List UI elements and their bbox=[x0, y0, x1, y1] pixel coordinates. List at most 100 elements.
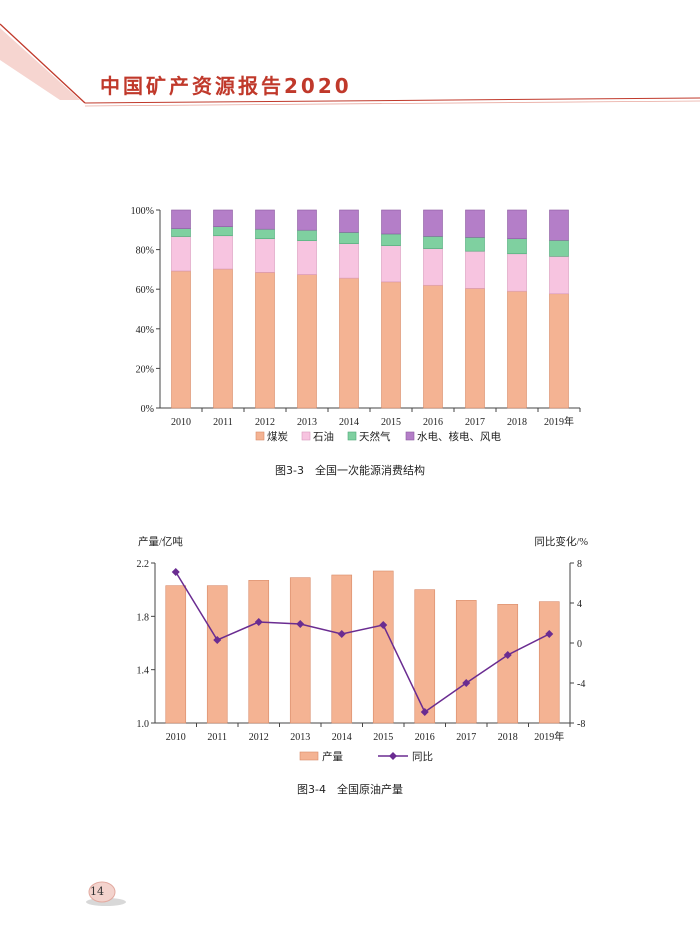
bar-segment-4 bbox=[339, 209, 359, 233]
x-tick-label: 2013 bbox=[290, 732, 310, 743]
bar-segment-2 bbox=[339, 243, 359, 279]
bar-segment-1 bbox=[171, 270, 191, 409]
x-tick-label: 2014 bbox=[339, 417, 359, 428]
production-bar bbox=[165, 585, 187, 724]
y-tick-label: 0% bbox=[141, 404, 154, 415]
legend-swatch bbox=[347, 431, 357, 441]
bar-segment-1 bbox=[549, 293, 569, 409]
production-bar bbox=[372, 570, 394, 724]
production-bar bbox=[538, 601, 560, 724]
bar-segment-2 bbox=[171, 236, 191, 272]
yoy-point bbox=[337, 630, 346, 638]
production-bar bbox=[455, 600, 477, 724]
legend-label: 同比 bbox=[412, 750, 433, 763]
y-tick-label: 1.4 bbox=[137, 666, 150, 677]
bar-segment-3 bbox=[423, 236, 443, 249]
bar-segment-4 bbox=[297, 209, 317, 231]
bar-segment-3 bbox=[297, 229, 317, 241]
figure-caption-oil: 图3-4 全国原油产量 bbox=[297, 783, 403, 796]
bar-segment-4 bbox=[381, 209, 401, 235]
production-bar bbox=[206, 585, 228, 724]
bar-segment-2 bbox=[255, 238, 275, 273]
bar-segment-2 bbox=[297, 240, 317, 275]
y-tick-label: 60% bbox=[136, 285, 154, 296]
bar-segment-1 bbox=[423, 284, 443, 409]
legend-swatch bbox=[255, 431, 265, 441]
bar-segment-2 bbox=[507, 253, 527, 292]
bar-segment-4 bbox=[213, 209, 233, 227]
yoy-point bbox=[420, 708, 429, 716]
y-tick-label: 80% bbox=[136, 246, 154, 257]
y-tick-label: 40% bbox=[136, 325, 154, 336]
production-bar bbox=[331, 574, 353, 724]
legend-label: 产量 bbox=[322, 750, 343, 763]
legend-swatch bbox=[405, 431, 415, 441]
x-tick-label: 2012 bbox=[249, 732, 269, 743]
yoy-point bbox=[379, 621, 388, 629]
x-tick-label: 2011 bbox=[207, 732, 227, 743]
bar-segment-1 bbox=[297, 274, 317, 409]
yoy-point bbox=[503, 651, 512, 659]
bar-segment-4 bbox=[423, 209, 443, 237]
legend-label: 水电、核电、风电 bbox=[417, 430, 501, 443]
page-number: 14 bbox=[90, 885, 104, 898]
x-tick-label: 2019年 bbox=[534, 730, 564, 743]
y-tick-label: 1.8 bbox=[137, 612, 150, 623]
bar-segment-1 bbox=[465, 288, 485, 409]
bar-segment-3 bbox=[507, 238, 527, 255]
x-tick-label: 2015 bbox=[373, 732, 393, 743]
yoy-line bbox=[175, 571, 550, 714]
y-tick-label: 100% bbox=[131, 206, 154, 217]
bar-segment-2 bbox=[381, 245, 401, 283]
y-tick-label: 20% bbox=[136, 364, 154, 375]
y-axis-title: 产量/亿吨 bbox=[138, 535, 183, 548]
bar-segment-3 bbox=[549, 239, 569, 257]
report-title: 中国矿产资源报告2020 bbox=[100, 74, 352, 98]
bar-segment-1 bbox=[213, 268, 233, 409]
legend-swatch bbox=[301, 431, 311, 441]
y2-tick-label: 0 bbox=[577, 639, 582, 650]
bar-segment-1 bbox=[339, 277, 359, 409]
yoy-point bbox=[254, 618, 263, 626]
legend-label: 天然气 bbox=[359, 430, 391, 443]
bar-segment-3 bbox=[255, 228, 275, 240]
bar-segment-3 bbox=[381, 233, 401, 246]
x-tick-label: 2018 bbox=[498, 732, 518, 743]
page-number-badge bbox=[86, 881, 126, 906]
bar-segment-2 bbox=[465, 250, 485, 289]
x-tick-label: 2017 bbox=[465, 417, 485, 428]
figure-caption-energy: 图3-3 全国一次能源消费结构 bbox=[275, 464, 425, 477]
bar-segment-3 bbox=[339, 232, 359, 244]
x-tick-label: 2014 bbox=[332, 732, 352, 743]
y2-tick-label: -4 bbox=[577, 679, 585, 690]
bar-segment-3 bbox=[465, 237, 485, 252]
x-tick-label: 2010 bbox=[171, 417, 191, 428]
x-tick-label: 2011 bbox=[213, 417, 233, 428]
production-bar bbox=[497, 604, 519, 724]
x-tick-label: 2016 bbox=[423, 417, 443, 428]
yoy-point bbox=[213, 636, 222, 644]
energy-structure-chart: 0% 20% 40% 60% 80% 100% 2010 2011 2012 2013 2014 20… bbox=[131, 206, 581, 443]
yoy-point bbox=[296, 620, 305, 628]
bar-segment-1 bbox=[255, 272, 275, 409]
bar-segment-4 bbox=[171, 209, 191, 229]
header-rule-line bbox=[84, 97, 700, 104]
x-tick-label: 2016 bbox=[415, 732, 435, 743]
x-tick-label: 2010 bbox=[166, 732, 186, 743]
yoy-point bbox=[171, 568, 180, 576]
bar-segment-1 bbox=[381, 281, 401, 409]
bar-segment-4 bbox=[549, 209, 569, 241]
bar-segment-3 bbox=[213, 226, 233, 237]
yoy-point bbox=[545, 630, 554, 638]
production-bar bbox=[248, 580, 270, 724]
header-rule-line-light bbox=[84, 100, 700, 107]
x-tick-label: 2017 bbox=[456, 732, 476, 743]
yoy-point bbox=[462, 679, 471, 687]
header-red-triangle bbox=[0, 28, 80, 100]
bar-segment-3 bbox=[171, 228, 191, 237]
bar-segment-4 bbox=[465, 209, 485, 238]
legend-swatch-marker bbox=[389, 752, 397, 760]
bar-segment-4 bbox=[255, 209, 275, 230]
y2-tick-label: 4 bbox=[577, 599, 582, 610]
y-tick-label: 2.2 bbox=[137, 559, 150, 570]
